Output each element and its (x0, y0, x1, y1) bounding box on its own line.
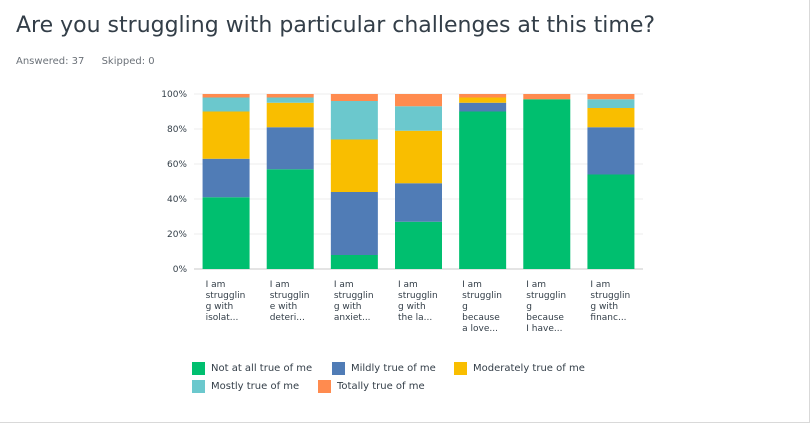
bar-segment (330, 94, 378, 101)
bar-segment (395, 221, 442, 269)
x-tick-label: I am strugglin g with financ... (590, 280, 630, 323)
y-tick-label: 20% (167, 230, 187, 240)
bar-segment (587, 108, 635, 128)
legend-swatch (192, 362, 205, 375)
bar-segment (459, 94, 507, 98)
bar-segment (330, 101, 378, 140)
bar-segment (459, 111, 507, 269)
bar-segment (202, 197, 250, 269)
legend-item: Mostly true of me (192, 380, 299, 393)
bar-segment (395, 183, 442, 222)
skipped-count: Skipped: 0 (101, 56, 155, 67)
bar-segment (395, 130, 442, 184)
question-title: Are you struggling with particular chall… (16, 13, 656, 38)
answered-count: Answered: 37 (16, 56, 85, 67)
legend-swatch (332, 362, 345, 375)
bar-segment (266, 127, 314, 170)
bar-segment (395, 106, 442, 131)
bar-segment (523, 99, 571, 269)
bar-segment (202, 94, 250, 98)
legend-item: Moderately true of me (454, 362, 585, 375)
x-tick-label: I am strugglin g with the la... (398, 280, 438, 323)
legend-swatch (192, 380, 205, 393)
y-tick-label: 0% (173, 265, 188, 275)
y-tick-label: 60% (167, 160, 187, 170)
bar-segment (330, 255, 378, 269)
bar-segment (523, 94, 571, 100)
legend-label: Totally true of me (337, 381, 425, 392)
y-tick-label: 80% (167, 125, 187, 135)
x-tick-label: I am strugglin g with anxiet... (334, 280, 374, 323)
bar-segment (202, 158, 250, 198)
bar-segment (459, 102, 507, 112)
y-tick-label: 100% (161, 90, 187, 100)
y-tick-label: 40% (167, 195, 187, 205)
legend-item: Mildly true of me (332, 362, 436, 375)
legend-item: Totally true of me (318, 380, 425, 393)
bar-segment (395, 94, 442, 107)
response-meta: Answered: 37 Skipped: 0 (16, 56, 169, 67)
legend-swatch (454, 362, 467, 375)
bar-segment (266, 94, 314, 98)
bar-segment (587, 127, 635, 175)
legend-label: Mostly true of me (211, 381, 300, 392)
x-tick-label: I am strugglin g with isolat... (206, 280, 246, 323)
bar-segment (266, 102, 314, 128)
x-tick-label: I am strugglin e with deteri... (270, 280, 310, 323)
bar-segment (266, 97, 314, 103)
bar-segment (459, 97, 507, 103)
legend-swatch (318, 380, 331, 393)
x-tick-label: I am strugglin g because I have... (526, 280, 566, 334)
legend-label: Not at all true of me (211, 363, 313, 374)
legend-item: Not at all true of me (192, 362, 312, 375)
bar-segment (330, 192, 378, 255)
bar-segment (587, 99, 635, 108)
legend-label: Mildly true of me (351, 363, 436, 374)
bar-segment (266, 169, 314, 269)
bar-segment (330, 139, 378, 192)
x-tick-label: I am strugglin g because a love... (462, 280, 502, 334)
bar-segment (587, 94, 635, 100)
bar-segment (587, 174, 635, 269)
legend-label: Moderately true of me (473, 363, 585, 374)
bar-segment (202, 111, 250, 159)
bar-segment (202, 97, 250, 112)
